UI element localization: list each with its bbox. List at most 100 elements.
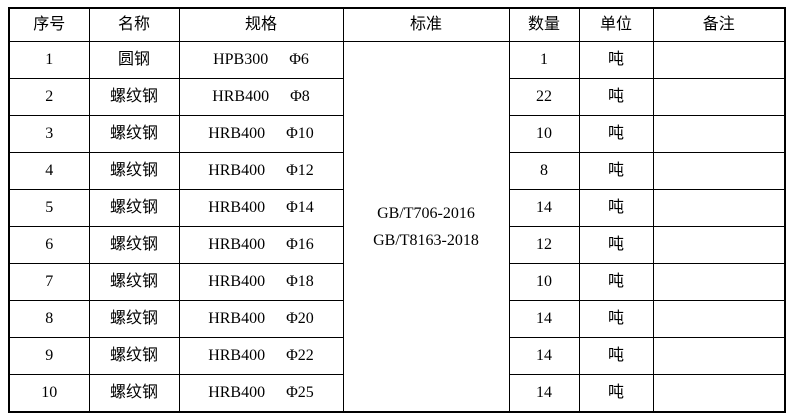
spec-size: Φ10: [286, 125, 314, 143]
cell-standard-merged: GB/T706-2016 GB/T8163-2018: [342, 41, 510, 413]
spec-grade: HPB300: [213, 51, 269, 69]
cell-unit: 吨: [578, 263, 654, 301]
spec-size: Φ8: [290, 88, 310, 106]
spec-size: Φ25: [286, 384, 314, 402]
table-row: 4 螺纹钢 HRB400 Φ12 8 吨: [8, 152, 786, 190]
table-row: 8 螺纹钢 HRB400 Φ20 14 吨: [8, 300, 786, 338]
materials-table: 序号 名称 规格 标准 数量 单位 备注 1 圆钢 HPB300 Φ6 GB/T7…: [8, 7, 786, 413]
cell-qty: 14: [508, 300, 580, 338]
cell-name: 螺纹钢: [88, 300, 180, 338]
cell-remark: [652, 41, 786, 79]
cell-remark: [652, 152, 786, 190]
table-row: 3 螺纹钢 HRB400 Φ10 10 吨: [8, 115, 786, 153]
spec-size: Φ12: [286, 162, 314, 180]
spec-size: Φ14: [286, 199, 314, 217]
cell-seq: 10: [8, 374, 90, 413]
cell-spec: HRB400 Φ22: [178, 337, 344, 375]
cell-seq: 7: [8, 263, 90, 301]
spec-size: Φ20: [286, 310, 314, 328]
cell-unit: 吨: [578, 337, 654, 375]
materials-table-container: 序号 名称 规格 标准 数量 单位 备注 1 圆钢 HPB300 Φ6 GB/T7…: [8, 7, 786, 413]
spec-grade: HRB400: [208, 384, 266, 402]
cell-spec: HRB400 Φ10: [178, 115, 344, 153]
cell-spec: HRB400 Φ12: [178, 152, 344, 190]
cell-unit: 吨: [578, 115, 654, 153]
cell-seq: 2: [8, 78, 90, 116]
col-header-spec: 规格: [178, 7, 344, 42]
cell-unit: 吨: [578, 300, 654, 338]
cell-name: 螺纹钢: [88, 189, 180, 227]
col-header-remark: 备注: [652, 7, 786, 42]
cell-name: 螺纹钢: [88, 374, 180, 413]
cell-remark: [652, 78, 786, 116]
cell-remark: [652, 226, 786, 264]
col-header-seq: 序号: [8, 7, 90, 42]
cell-name: 螺纹钢: [88, 226, 180, 264]
spec-grade: HRB400: [208, 310, 266, 328]
cell-qty: 22: [508, 78, 580, 116]
cell-qty: 14: [508, 337, 580, 375]
cell-remark: [652, 189, 786, 227]
col-header-qty: 数量: [508, 7, 580, 42]
spec-grade: HRB400: [208, 347, 266, 365]
cell-name: 圆钢: [88, 41, 180, 79]
cell-seq: 9: [8, 337, 90, 375]
cell-qty: 8: [508, 152, 580, 190]
standard-line-1: GB/T706-2016: [377, 204, 475, 222]
cell-qty: 14: [508, 374, 580, 413]
cell-remark: [652, 374, 786, 413]
cell-spec: HRB400 Φ20: [178, 300, 344, 338]
cell-qty: 12: [508, 226, 580, 264]
spec-grade: HRB400: [212, 88, 270, 106]
spec-grade: HRB400: [208, 162, 266, 180]
table-row: 6 螺纹钢 HRB400 Φ16 12 吨: [8, 226, 786, 264]
col-header-standard: 标准: [342, 7, 510, 42]
table-row: 1 圆钢 HPB300 Φ6 GB/T706-2016 GB/T8163-2018 1…: [8, 41, 786, 413]
cell-seq: 4: [8, 152, 90, 190]
cell-spec: HRB400 Φ8: [178, 78, 344, 116]
spec-size: Φ6: [289, 51, 309, 69]
table-row: 2 螺纹钢 HRB400 Φ8 22 吨: [8, 78, 786, 116]
cell-qty: 1: [508, 41, 580, 79]
cell-unit: 吨: [578, 152, 654, 190]
col-header-name: 名称: [88, 7, 180, 42]
spec-grade: HRB400: [208, 236, 266, 254]
cell-remark: [652, 337, 786, 375]
cell-name: 螺纹钢: [88, 115, 180, 153]
cell-spec: HRB400 Φ14: [178, 189, 344, 227]
cell-unit: 吨: [578, 226, 654, 264]
header-row: 序号 名称 规格 标准 数量 单位 备注: [8, 7, 786, 42]
cell-name: 螺纹钢: [88, 152, 180, 190]
cell-name: 螺纹钢: [88, 263, 180, 301]
col-header-unit: 单位: [578, 7, 654, 42]
table-row: 5 螺纹钢 HRB400 Φ14 14 吨: [8, 189, 786, 227]
cell-qty: 10: [508, 263, 580, 301]
cell-spec: HPB300 Φ6: [178, 41, 344, 79]
standard-line-2: GB/T8163-2018: [373, 231, 479, 249]
spec-size: Φ22: [286, 347, 314, 365]
cell-qty: 14: [508, 189, 580, 227]
cell-remark: [652, 263, 786, 301]
table-row: 9 螺纹钢 HRB400 Φ22 14 吨: [8, 337, 786, 375]
cell-qty: 10: [508, 115, 580, 153]
cell-seq: 5: [8, 189, 90, 227]
cell-unit: 吨: [578, 78, 654, 116]
cell-seq: 8: [8, 300, 90, 338]
spec-size: Φ16: [286, 236, 314, 254]
table-row: 10 螺纹钢 HRB400 Φ25 14 吨: [8, 374, 786, 413]
cell-spec: HRB400 Φ25: [178, 374, 344, 413]
spec-grade: HRB400: [208, 199, 266, 217]
cell-unit: 吨: [578, 189, 654, 227]
spec-grade: HRB400: [208, 273, 266, 291]
cell-spec: HRB400 Φ16: [178, 226, 344, 264]
cell-seq: 6: [8, 226, 90, 264]
cell-name: 螺纹钢: [88, 337, 180, 375]
cell-unit: 吨: [578, 374, 654, 413]
cell-spec: HRB400 Φ18: [178, 263, 344, 301]
spec-size: Φ18: [286, 273, 314, 291]
spec-grade: HRB400: [208, 125, 266, 143]
cell-remark: [652, 115, 786, 153]
cell-name: 螺纹钢: [88, 78, 180, 116]
cell-seq: 1: [8, 41, 90, 79]
cell-unit: 吨: [578, 41, 654, 79]
